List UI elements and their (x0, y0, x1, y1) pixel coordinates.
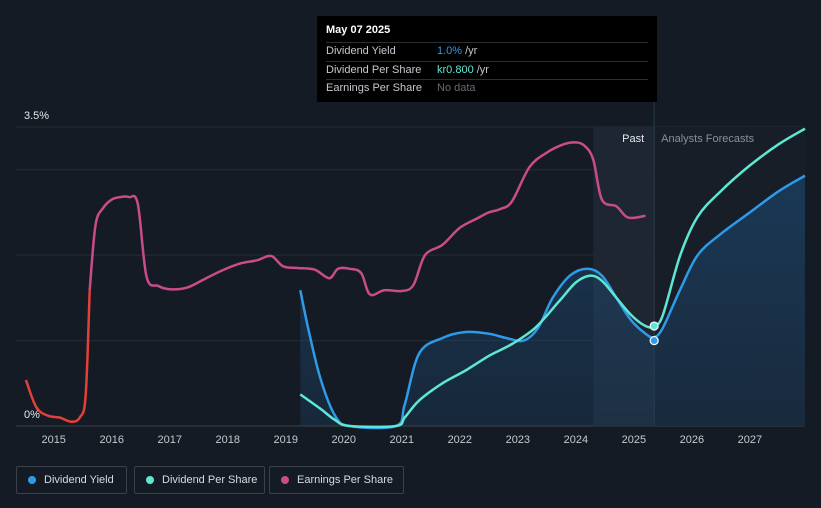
y-tick-label: 0% (24, 409, 40, 421)
x-tick-label: 2025 (622, 434, 646, 446)
x-tick-label: 2019 (274, 434, 298, 446)
tooltip-label: Dividend Per Share (326, 63, 422, 76)
y-tick-label: 3.5% (24, 110, 49, 122)
legend-label: Dividend Per Share (162, 474, 258, 486)
x-tick-label: 2018 (216, 434, 240, 446)
tooltip-unit: /yr (476, 63, 489, 76)
x-tick-label: 2015 (41, 434, 65, 446)
legend-dividend-per-share[interactable]: Dividend Per Share (134, 466, 265, 494)
earnings-per-share-line (88, 141, 646, 297)
tooltip-label: Earnings Per Share (326, 82, 422, 94)
tooltip-marker (649, 335, 659, 346)
legend-dividend-yield[interactable]: Dividend Yield (16, 466, 127, 494)
legend-dot-icon (146, 476, 154, 484)
tooltip-row-dividend-yield: Dividend Yield 1.0%/yr (326, 42, 648, 61)
tooltip-marker (649, 321, 659, 331)
legend-dot-icon (28, 476, 36, 484)
dividend-yield-area (300, 175, 805, 429)
tooltip-label: Dividend Yield (326, 45, 396, 57)
x-tick-label: 2021 (390, 434, 414, 446)
x-tick-label: 2027 (738, 434, 762, 446)
tooltip-row-earnings-per-share: Earnings Per Share No data (326, 79, 648, 98)
tooltip-value: kr0.800 (437, 63, 474, 76)
x-tick-label: 2024 (564, 434, 588, 446)
legend-label: Dividend Yield (44, 474, 114, 486)
tooltip-date: May 07 2025 (326, 24, 391, 36)
tooltip-value: No data (437, 82, 476, 94)
x-tick-label: 2022 (448, 434, 472, 446)
tooltip-row-dividend-per-share: Dividend Per Share kr0.800/yr (326, 60, 648, 80)
past-label: Past (622, 133, 644, 145)
x-tick-label: 2023 (506, 434, 530, 446)
tooltip-unit: /yr (465, 45, 478, 57)
x-tick-label: 2016 (99, 434, 123, 446)
x-tick-label: 2017 (157, 434, 181, 446)
legend-label: Earnings Per Share (297, 474, 393, 486)
x-tick-label: 2026 (680, 434, 704, 446)
tooltip: May 07 2025 Dividend Yield 1.0%/yr Divid… (317, 16, 657, 102)
earnings-per-share-early-line (24, 290, 91, 423)
tooltip-value: 1.0% (437, 45, 463, 57)
forecast-label: Analysts Forecasts (661, 133, 754, 145)
dividend-per-share-line (299, 127, 806, 429)
legend-dot-icon (281, 476, 289, 484)
legend-earnings-per-share[interactable]: Earnings Per Share (269, 466, 404, 494)
x-tick-label: 2020 (332, 434, 356, 446)
